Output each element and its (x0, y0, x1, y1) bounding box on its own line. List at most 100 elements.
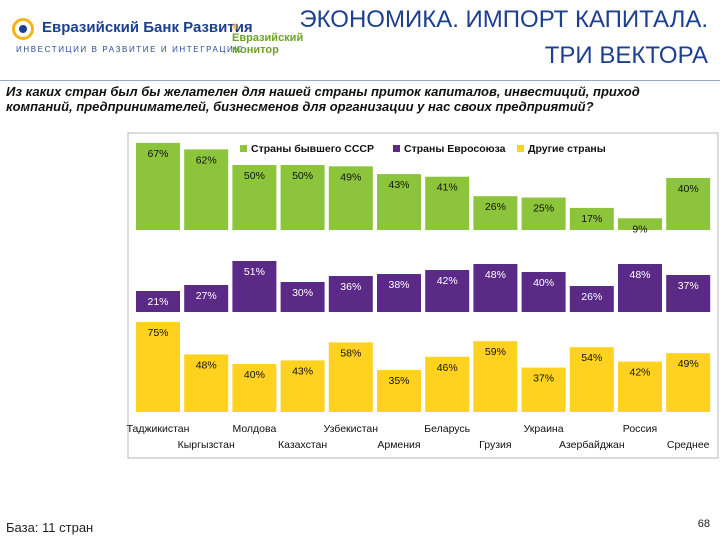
slide-title: ЭКОНОМИКА. ИМПОРТ КАПИТАЛА. ТРИ ВЕКТОРА (299, 2, 708, 74)
bar-label-s1-10: 17% (581, 213, 602, 225)
bar-label-s3-3: 40% (244, 369, 265, 381)
bank-logo-icon (12, 18, 34, 40)
bar-s2-3 (232, 261, 277, 312)
bar-s3-3 (232, 364, 277, 412)
bar-s3-4 (280, 360, 325, 412)
bar-label-s1-2: 62% (196, 154, 217, 166)
category-label-9: Украина (524, 423, 564, 435)
category-label-7: Беларусь (424, 423, 470, 435)
bar-s2-10 (569, 286, 614, 312)
bar-s1-1 (136, 142, 180, 230)
sample-base-note: База: 11 стран (6, 520, 94, 535)
bar-label-s1-5: 49% (340, 171, 361, 183)
header-divider (0, 80, 720, 81)
bar-s2-5 (328, 276, 373, 312)
bar-s3-9 (521, 367, 566, 412)
bar-s3-10 (569, 347, 614, 412)
bar-s1-3 (232, 165, 277, 230)
bar-label-s2-12: 37% (678, 280, 699, 292)
page-number: 68 (697, 518, 710, 530)
bar-label-s2-2: 27% (196, 290, 217, 302)
bar-s3-7 (425, 356, 470, 412)
bar-label-s2-5: 36% (340, 281, 361, 293)
bar-label-s3-5: 58% (340, 347, 361, 359)
monitor-logo-line2: монитор (232, 44, 279, 56)
slide-title-line1: ЭКОНОМИКА. ИМПОРТ КАПИТАЛА. (299, 6, 708, 33)
category-label-11: Россия (623, 423, 657, 435)
bar-s1-7 (425, 176, 470, 230)
bar-label-s2-1: 21% (147, 296, 168, 308)
bar-label-s1-6: 43% (388, 179, 409, 191)
bar-label-s2-3: 51% (244, 266, 265, 278)
survey-question: Из каких стран был бы желателен для наше… (6, 84, 640, 114)
bar-s2-2 (184, 285, 229, 312)
monitor-logo-line1: Евразийский (232, 32, 304, 44)
bar-s3-6 (377, 370, 421, 412)
bar-label-s3-8: 59% (485, 346, 506, 358)
monitor-logo-icon: ✳ (230, 20, 241, 34)
legend-swatch-1 (240, 145, 247, 152)
bar-label-s3-6: 35% (388, 375, 409, 387)
bar-s3-12 (666, 353, 711, 412)
bar-s3-11 (618, 361, 662, 412)
category-label-6: Армения (377, 439, 420, 451)
bar-s1-8 (473, 196, 518, 230)
bar-label-s3-1: 75% (147, 327, 168, 339)
bar-label-s3-12: 49% (678, 358, 699, 370)
category-label-12: Среднее (667, 439, 710, 451)
bar-s1-9 (521, 197, 566, 230)
legend-swatch-2 (393, 145, 400, 152)
bar-s3-8 (473, 341, 518, 412)
bar-label-s3-4: 43% (292, 365, 313, 377)
bar-s2-7 (425, 270, 470, 312)
bar-label-s1-9: 25% (533, 203, 554, 215)
legend-label-3: Другие страны (528, 143, 606, 155)
bar-label-s2-7: 42% (437, 275, 458, 287)
category-label-3: Молдова (232, 423, 276, 435)
monitor-logo: ✳ Евразийский монитор (222, 20, 312, 60)
bar-label-s1-3: 50% (244, 170, 265, 182)
bar-label-s1-1: 67% (147, 148, 168, 160)
bar-label-s2-6: 38% (388, 279, 409, 291)
bar-label-s1-7: 41% (437, 182, 458, 194)
bar-label-s1-12: 40% (678, 183, 699, 195)
chart-frame (127, 132, 719, 459)
bar-label-s3-2: 48% (196, 359, 217, 371)
bar-s1-2 (184, 149, 229, 230)
bar-s1-6 (377, 174, 421, 230)
bar-label-s2-11: 48% (629, 269, 650, 281)
bar-label-s2-8: 48% (485, 269, 506, 281)
bar-s2-4 (280, 282, 325, 312)
category-label-5: Узбекистан (324, 423, 379, 435)
bar-label-s2-4: 30% (292, 287, 313, 299)
bar-s1-10 (569, 207, 614, 230)
category-label-1: Таджикистан (127, 423, 190, 435)
category-label-2: Кыргызстан (178, 439, 235, 451)
category-label-8: Грузия (479, 439, 511, 451)
bar-label-s3-10: 54% (581, 352, 602, 364)
slide-title-line2: ТРИ ВЕКТОРА (544, 42, 708, 69)
bar-label-s2-9: 40% (533, 277, 554, 289)
bar-label-s1-4: 50% (292, 170, 313, 182)
bar-label-s3-9: 37% (533, 373, 554, 385)
legend-swatch-3 (517, 145, 524, 152)
bar-s2-11 (618, 264, 662, 312)
legend-label-1: Страны бывшего СССР (251, 143, 374, 155)
bar-label-s3-7: 46% (437, 362, 458, 374)
bar-s1-12 (666, 178, 711, 230)
category-label-4: Казахстан (278, 439, 327, 451)
bar-s2-8 (473, 264, 518, 312)
bar-s2-9 (521, 272, 566, 312)
bar-s2-12 (666, 275, 711, 312)
bank-logo: Евразийский Банк Развития ИНВЕСТИЦИИ В Р… (8, 14, 253, 60)
bar-label-s1-11: 9% (632, 223, 647, 235)
bar-s3-2 (184, 354, 229, 412)
bar-s1-5 (328, 166, 373, 230)
legend-label-2: Страны Евросоюза (404, 143, 506, 155)
bank-logo-name: Евразийский Банк Развития (42, 19, 253, 36)
bar-label-s1-8: 26% (485, 201, 506, 213)
bar-label-s2-10: 26% (581, 291, 602, 303)
bar-s2-6 (377, 274, 421, 312)
bar-s1-4 (280, 165, 325, 230)
bar-s1-11 (618, 218, 662, 230)
